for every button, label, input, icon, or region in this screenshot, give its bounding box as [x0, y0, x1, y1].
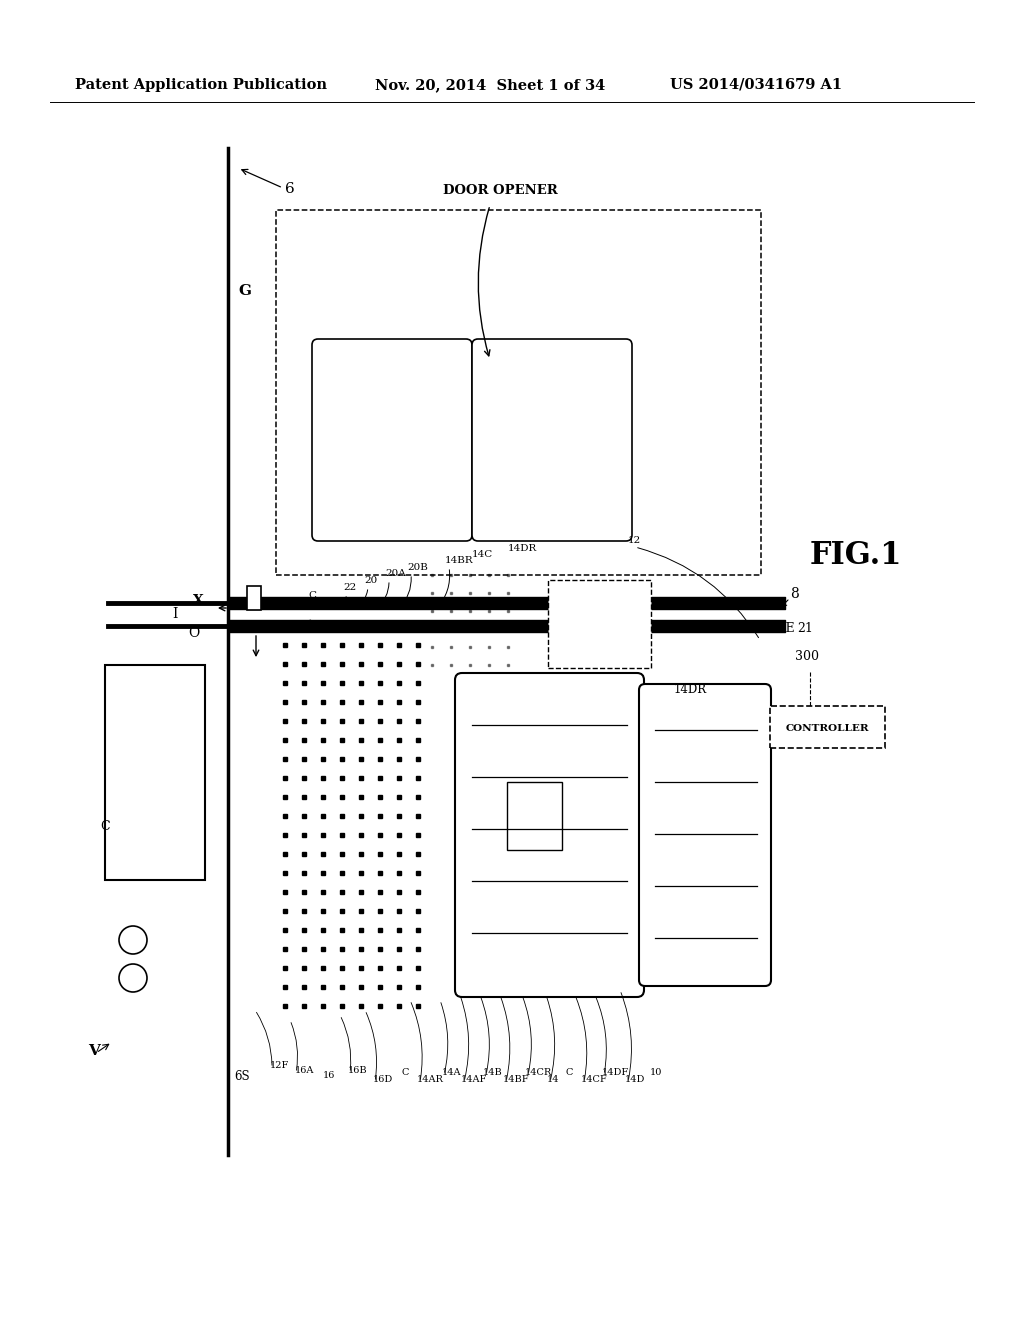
Text: 14AF: 14AF: [461, 1074, 487, 1084]
Text: G: G: [238, 284, 251, 298]
Text: 16D: 16D: [373, 1074, 393, 1084]
Text: FIG.1: FIG.1: [810, 540, 902, 570]
Text: C: C: [402, 1068, 410, 1077]
Text: 14DR: 14DR: [674, 682, 708, 696]
Text: 14DR: 14DR: [508, 544, 538, 553]
Text: 14D: 14D: [625, 1074, 645, 1084]
Text: 6: 6: [285, 182, 295, 195]
Text: Nov. 20, 2014  Sheet 1 of 34: Nov. 20, 2014 Sheet 1 of 34: [375, 78, 605, 92]
Text: C: C: [566, 1068, 573, 1077]
FancyBboxPatch shape: [770, 706, 885, 748]
Text: 8: 8: [790, 587, 799, 601]
Text: DOOR OPENER: DOOR OPENER: [442, 183, 557, 197]
Text: 20: 20: [364, 576, 377, 585]
Text: 21: 21: [797, 622, 813, 635]
FancyBboxPatch shape: [455, 673, 644, 997]
Text: V: V: [88, 1044, 100, 1059]
Text: 12: 12: [628, 536, 641, 545]
FancyBboxPatch shape: [472, 339, 632, 541]
Text: 14CF: 14CF: [581, 1074, 608, 1084]
FancyBboxPatch shape: [312, 339, 472, 541]
FancyBboxPatch shape: [639, 684, 771, 986]
Text: 14AR: 14AR: [417, 1074, 443, 1084]
Text: 14: 14: [547, 1074, 559, 1084]
Text: 14DF: 14DF: [602, 1068, 630, 1077]
Bar: [507, 781, 562, 850]
Text: 10: 10: [650, 1068, 663, 1077]
Text: C: C: [308, 591, 316, 601]
Text: O: O: [188, 626, 200, 640]
Text: 14C: 14C: [472, 550, 494, 558]
Text: 16: 16: [323, 1071, 336, 1080]
Bar: [247, 586, 261, 610]
Text: 14CR: 14CR: [525, 1068, 552, 1077]
Text: SE: SE: [777, 622, 795, 635]
Text: US 2014/0341679 A1: US 2014/0341679 A1: [670, 78, 842, 92]
Text: 300: 300: [795, 649, 819, 663]
Text: C: C: [100, 820, 110, 833]
Circle shape: [119, 964, 147, 993]
Text: 14BR: 14BR: [445, 556, 474, 565]
Text: 20B: 20B: [407, 564, 428, 572]
Bar: [105, 665, 205, 880]
FancyBboxPatch shape: [548, 579, 651, 668]
Circle shape: [119, 927, 147, 954]
Text: Patent Application Publication: Patent Application Publication: [75, 78, 327, 92]
Text: X: X: [193, 594, 204, 609]
Text: 12F: 12F: [270, 1061, 290, 1071]
Text: 22: 22: [343, 583, 356, 591]
Text: 6S: 6S: [234, 1071, 250, 1082]
Text: 14A: 14A: [442, 1068, 462, 1077]
Text: 14B: 14B: [483, 1068, 503, 1077]
Text: 14BF: 14BF: [503, 1074, 529, 1084]
Text: CONTROLLER: CONTROLLER: [785, 723, 868, 733]
Text: 16A: 16A: [295, 1067, 314, 1074]
Text: 16B: 16B: [348, 1067, 368, 1074]
Text: I: I: [172, 607, 177, 620]
Text: 20A: 20A: [385, 569, 406, 578]
